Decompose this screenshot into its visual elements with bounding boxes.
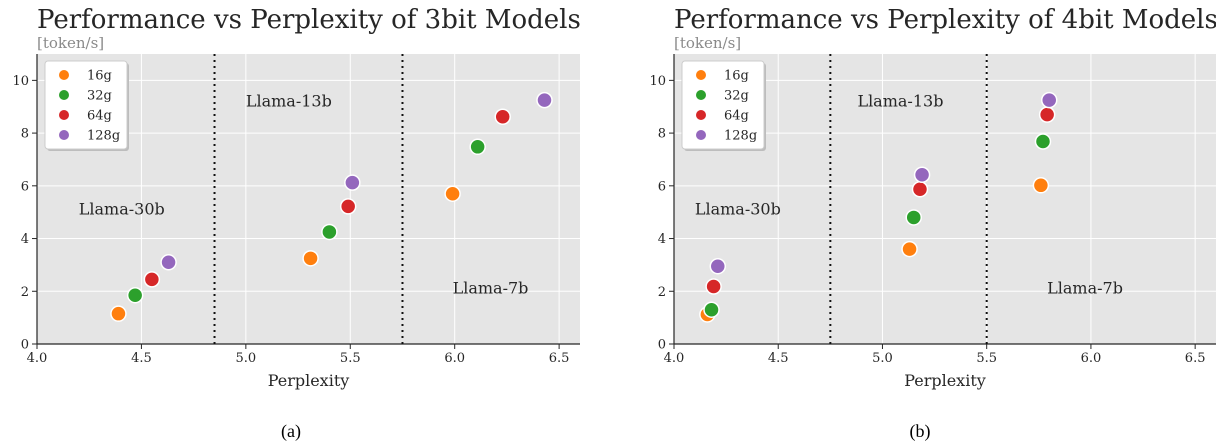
legend-box: [681, 60, 765, 150]
legend-marker-64g: [696, 110, 706, 120]
region-label: Llama-7b: [453, 279, 529, 298]
data-point-16g: [302, 250, 319, 267]
x-tick-label: 4.0: [664, 351, 685, 366]
data-point-64g: [143, 271, 161, 288]
x-tick-label: 5.0: [236, 351, 257, 366]
region-label: Llama-30b: [79, 200, 165, 219]
region-label: Llama-30b: [695, 200, 781, 219]
data-point-32g: [703, 301, 720, 318]
legend-marker-128g: [696, 130, 706, 140]
y-tick-label: 8: [658, 127, 666, 142]
data-point-64g: [1038, 106, 1056, 123]
legend-marker-32g: [696, 90, 706, 100]
y-tick-label: 4: [658, 232, 666, 247]
legend-label-64g: 64g: [87, 109, 112, 124]
legend-label-64g: 64g: [724, 109, 749, 124]
x-tick-label: 4.5: [131, 351, 152, 366]
legend-marker-128g: [59, 130, 69, 140]
data-point-128g: [913, 166, 931, 183]
legend: 16g 32g 64g 128g: [44, 60, 129, 151]
region-label: Llama-7b: [1047, 279, 1123, 298]
x-tick-label: 6.5: [1185, 351, 1206, 366]
region-label: Llama-13b: [857, 91, 943, 110]
x-tick-label: 6.0: [1081, 351, 1102, 366]
y-tick-label: 8: [21, 127, 29, 142]
region-label: Llama-13b: [246, 91, 332, 110]
data-point-32g: [905, 209, 922, 226]
data-point-64g: [494, 108, 511, 125]
data-point-64g: [339, 198, 357, 215]
x-tick-label: 5.5: [340, 351, 361, 366]
x-tick-label: 6.5: [549, 351, 570, 366]
chart-panel-1: Performance vs Perplexity of 3bit Models…: [12, 5, 580, 442]
y-tick-label: 0: [21, 338, 29, 353]
legend-label-16g: 16g: [87, 69, 112, 84]
chart-title: Performance vs Perplexity of 3bit Models: [37, 5, 581, 35]
y-tick-label: 10: [649, 74, 666, 89]
legend-marker-16g: [59, 70, 69, 80]
x-tick-label: 5.5: [976, 351, 997, 366]
legend-marker-64g: [59, 110, 69, 120]
y-tick-label: 0: [658, 338, 666, 353]
legend: 16g 32g 64g 128g: [681, 60, 766, 151]
legend-label-128g: 128g: [87, 129, 120, 144]
data-point-32g: [469, 138, 486, 156]
y-tick-label: 2: [21, 285, 29, 300]
data-point-128g: [160, 254, 177, 271]
x-tick-label: 4.0: [27, 351, 48, 366]
data-point-32g: [1034, 133, 1052, 150]
data-point-16g: [110, 305, 127, 322]
legend-label-128g: 128g: [724, 129, 757, 144]
data-point-32g: [321, 223, 338, 241]
y-unit-label: [token/s]: [674, 34, 741, 52]
x-tick-label: 6.0: [444, 351, 465, 366]
legend-label-32g: 32g: [87, 89, 112, 104]
y-tick-label: 6: [658, 179, 666, 194]
legend-label-32g: 32g: [724, 89, 749, 104]
data-point-32g: [126, 286, 144, 304]
y-unit-label: [token/s]: [37, 34, 104, 52]
x-axis-label: Perplexity: [904, 371, 986, 390]
data-point-16g: [901, 240, 918, 258]
data-point-64g: [911, 180, 929, 198]
chart-title: Performance vs Perplexity of 4bit Models: [674, 5, 1216, 35]
y-tick-label: 6: [21, 179, 29, 194]
legend-label-16g: 16g: [724, 69, 749, 84]
data-point-16g: [1032, 177, 1050, 194]
panel-caption: (a): [281, 421, 301, 442]
data-point-16g: [444, 185, 461, 202]
chart-panel-2: Performance vs Perplexity of 4bit Models…: [649, 5, 1216, 442]
legend-marker-16g: [696, 70, 706, 80]
x-axis-label: Perplexity: [268, 371, 350, 390]
data-point-128g: [1040, 91, 1058, 109]
data-point-64g: [705, 278, 722, 295]
x-tick-label: 4.5: [768, 351, 789, 366]
y-tick-label: 2: [658, 285, 666, 300]
data-point-128g: [536, 91, 553, 109]
panel-caption: (b): [910, 421, 931, 442]
data-point-128g: [344, 174, 361, 191]
legend-marker-32g: [59, 90, 69, 100]
data-point-128g: [709, 257, 727, 275]
x-tick-label: 5.0: [872, 351, 893, 366]
y-tick-label: 10: [12, 74, 29, 89]
y-tick-label: 4: [21, 232, 29, 247]
legend-box: [44, 60, 128, 150]
